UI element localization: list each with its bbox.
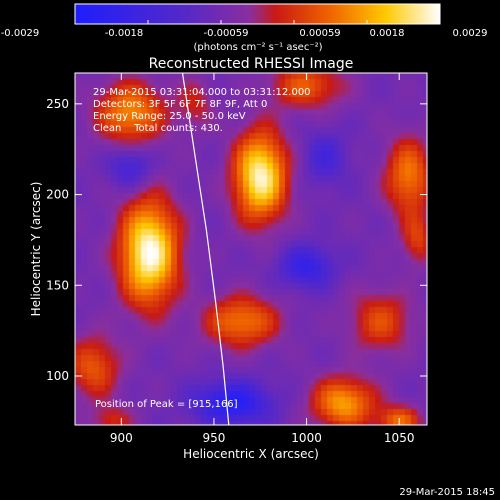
y-tick-label: 150 — [46, 278, 69, 292]
colorbar-tick-label: 0.00059 — [299, 28, 340, 39]
annotation-time-range: 29-Mar-2015 03:31:04.000 to 03:31:12.000 — [93, 87, 311, 98]
colorbar-tick-label: 0.0029 — [453, 28, 488, 39]
chart-title: Reconstructed RHESSI Image — [149, 56, 354, 72]
y-tick-label: 250 — [46, 97, 69, 111]
x-axis-label: Heliocentric X (arcsec) — [183, 447, 319, 461]
y-tick-label: 200 — [46, 188, 69, 202]
plot-frame — [74, 72, 428, 426]
solar-limb-curve — [181, 73, 230, 425]
annotation-counts: Clean Total counts: 430. — [93, 123, 223, 134]
colorbar-tick-label: 0.0018 — [370, 28, 405, 39]
y-axis-label: Heliocentric Y (arcsec) — [29, 182, 43, 317]
colorbar-tick-label: -0.0029 — [1, 28, 40, 39]
x-tick-label: 1000 — [291, 431, 322, 445]
colorbar-tick-label: -0.0018 — [105, 28, 144, 39]
x-tick-label: 1050 — [384, 431, 415, 445]
colorbar — [74, 3, 441, 25]
footer-timestamp: 29-Mar-2015 18:45 — [399, 487, 495, 498]
x-tick-label: 900 — [110, 431, 133, 445]
colorbar-unit-label: (photons cm⁻² s⁻¹ asec⁻²) — [193, 42, 322, 53]
annotation-peak-position: Position of Peak = [915,166] — [95, 399, 238, 410]
colorbar-ticks — [74, 20, 441, 24]
colorbar-tick-label: -0.00059 — [204, 28, 249, 39]
heatmap-image — [75, 73, 427, 425]
annotation-detectors: Detectors: 3F 5F 6F 7F 8F 9F, Att 0 — [93, 99, 267, 110]
y-tick-label: 100 — [46, 369, 69, 383]
annotation-energy-range: Energy Range: 25.0 - 50.0 keV — [93, 111, 246, 122]
x-tick-label: 950 — [202, 431, 225, 445]
